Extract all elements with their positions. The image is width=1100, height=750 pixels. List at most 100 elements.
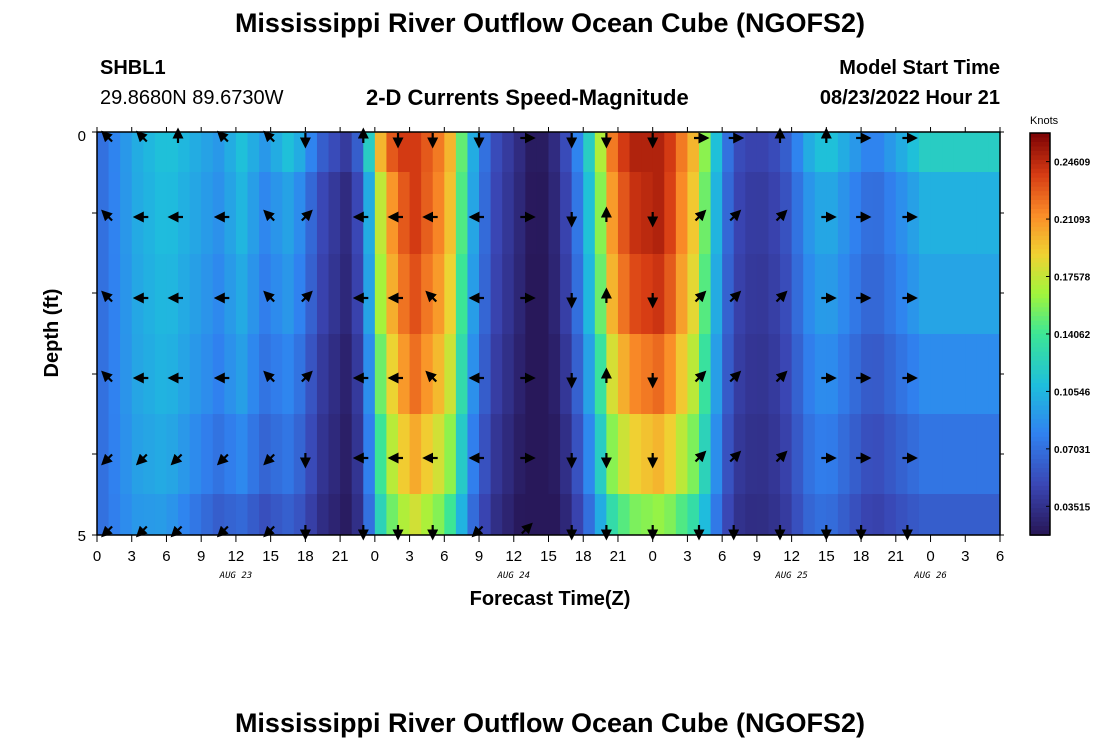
heatmap-cell	[930, 414, 943, 494]
heatmap-cell	[872, 254, 885, 334]
colorbar-swatch	[1030, 164, 1050, 170]
heatmap-cell	[398, 254, 411, 334]
heatmap-cell	[293, 172, 306, 254]
heatmap-cell	[386, 494, 399, 535]
heatmap-cell	[178, 172, 191, 254]
heatmap-cell	[316, 494, 330, 535]
heatmap-cell	[131, 172, 144, 254]
heatmap-cell	[143, 494, 156, 535]
station-id: SHBL1	[100, 57, 166, 79]
heatmap-cell	[664, 414, 677, 494]
colorbar-swatch	[1030, 320, 1050, 326]
heatmap-cell	[641, 254, 654, 334]
heatmap-cell	[641, 132, 654, 172]
heatmap-cell	[247, 334, 260, 414]
colorbar-swatch	[1030, 325, 1050, 331]
heatmap-cell	[328, 414, 341, 494]
heatmap-cell	[270, 172, 283, 254]
colorbar-swatch	[1030, 186, 1050, 192]
colorbar-swatch	[1030, 476, 1050, 483]
heatmap-cell	[942, 254, 955, 334]
colorbar-tick-label: 0.10546	[1054, 387, 1091, 398]
heatmap-cell	[814, 334, 827, 414]
colorbar-swatch	[1030, 208, 1050, 215]
heatmap-cell	[316, 414, 330, 494]
heatmap-cell	[363, 334, 376, 414]
date-label: AUG 23	[219, 571, 253, 581]
heatmap-cell	[733, 254, 746, 334]
colorbar-swatch	[1030, 146, 1050, 152]
heatmap-cell	[652, 132, 665, 172]
heatmap-cell	[641, 414, 654, 494]
heatmap-cell	[664, 334, 677, 414]
footer-title: Mississippi River Outflow Ocean Cube (NG…	[234, 708, 866, 738]
colorbar-unit: Knots	[1030, 115, 1059, 127]
heatmap-cell	[652, 494, 665, 535]
heatmap-cell	[409, 414, 422, 494]
y-tick-label: 0	[78, 128, 86, 145]
heatmap-cell	[918, 334, 932, 414]
heatmap-cell	[398, 172, 411, 254]
heatmap-cell	[525, 172, 538, 254]
colorbar-swatch	[1030, 244, 1050, 250]
heatmap-cell	[525, 254, 538, 334]
y-tick-label: 5	[78, 528, 86, 545]
model-start-label: Model Start Time	[839, 57, 1000, 79]
colorbar-swatch	[1030, 387, 1050, 393]
heatmap-cell	[918, 254, 932, 334]
heatmap-cell	[560, 414, 573, 494]
heatmap-cell	[154, 414, 168, 494]
heatmap-cell	[305, 334, 318, 414]
colorbar-swatch	[1030, 409, 1050, 416]
colorbar-swatch	[1030, 253, 1050, 259]
heatmap-cell	[247, 494, 260, 535]
heatmap-cell	[895, 414, 908, 494]
heatmap-cell	[166, 132, 179, 172]
x-tick-label: 3	[683, 548, 691, 565]
colorbar-swatch	[1030, 311, 1050, 317]
heatmap-cell	[849, 132, 862, 172]
heatmap-cell	[768, 414, 781, 494]
current-arrow	[135, 453, 148, 466]
heatmap-cell	[571, 494, 584, 535]
heatmap-cell	[687, 414, 700, 494]
heatmap-cell	[722, 494, 735, 535]
colorbar-swatch	[1030, 405, 1050, 411]
colorbar-tick-label: 0.24609	[1054, 158, 1091, 169]
heatmap-cell	[409, 172, 422, 254]
current-arrow	[301, 209, 313, 222]
heatmap-cell	[884, 334, 897, 414]
colorbar-tick-label: 0.14062	[1054, 330, 1091, 341]
colorbar-swatch	[1030, 235, 1050, 241]
heatmap-cell	[652, 334, 665, 414]
heatmap-cell	[235, 132, 249, 172]
heatmap-cell	[617, 494, 631, 535]
current-arrow	[521, 522, 533, 535]
heatmap-cell	[444, 254, 457, 334]
x-tick-label: 18	[297, 548, 314, 565]
heatmap-cell	[143, 132, 156, 172]
colorbar-swatch	[1030, 418, 1050, 425]
colorbar-swatch	[1030, 150, 1050, 157]
heatmap-cell	[664, 132, 677, 172]
heatmap-cell	[351, 414, 364, 494]
heatmap-cell	[583, 494, 596, 535]
current-arrow	[775, 370, 788, 383]
heatmap-cell	[212, 494, 225, 535]
x-tick-label: 21	[332, 548, 349, 565]
heatmap-cell	[432, 334, 445, 414]
colorbar: 0.24609 0.21093 0.17578 0.14062 0.10546 0.070…	[1029, 132, 1091, 536]
x-tick-label: 0	[93, 548, 101, 565]
heatmap-cell	[467, 254, 480, 334]
heatmap-cell	[120, 334, 133, 414]
heatmap-cell	[560, 254, 573, 334]
colorbar-swatch	[1030, 298, 1050, 304]
current-arrow	[135, 525, 148, 538]
heatmap-cell	[942, 494, 955, 535]
heatmap-cell	[108, 172, 121, 254]
colorbar-swatch	[1030, 485, 1050, 492]
heatmap-cell	[780, 172, 793, 254]
heatmap-cell	[525, 414, 538, 494]
heatmap-cell	[536, 254, 550, 334]
heatmap-cell	[965, 334, 978, 414]
